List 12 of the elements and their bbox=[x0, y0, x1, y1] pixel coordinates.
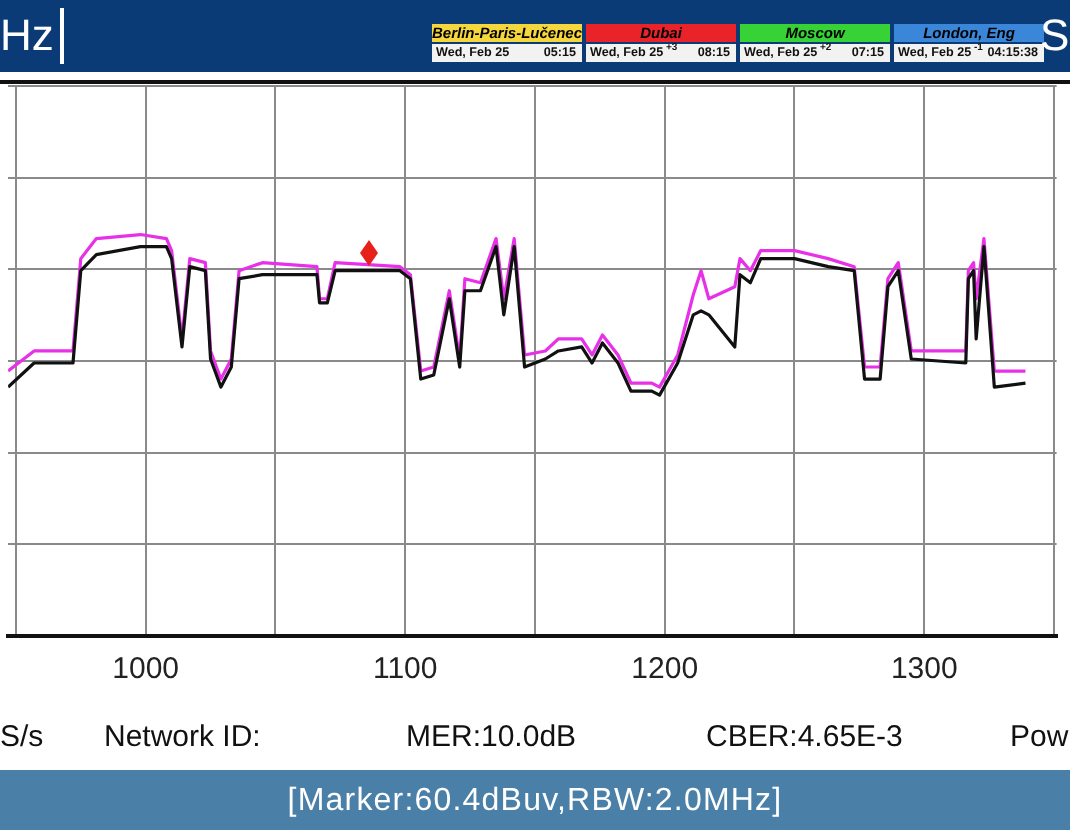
text: Network ID: bbox=[104, 720, 261, 754]
x-tick-label: 1300 bbox=[890, 652, 958, 687]
text: CBER:4.65E-3 bbox=[706, 720, 903, 754]
text: Pow bbox=[1010, 720, 1069, 754]
text: Hz bbox=[0, 10, 54, 60]
text: [Marker:60.4dBuv,RBW:2.0MHz] bbox=[285, 784, 785, 820]
x-tick-label: 1100 bbox=[372, 652, 438, 687]
text: MER:10.0dB bbox=[406, 720, 577, 754]
text: S bbox=[1040, 10, 1070, 60]
x-tick-label: 1000 bbox=[112, 652, 180, 687]
text: S/s bbox=[0, 720, 44, 754]
x-tick-label: 1200 bbox=[631, 652, 699, 687]
